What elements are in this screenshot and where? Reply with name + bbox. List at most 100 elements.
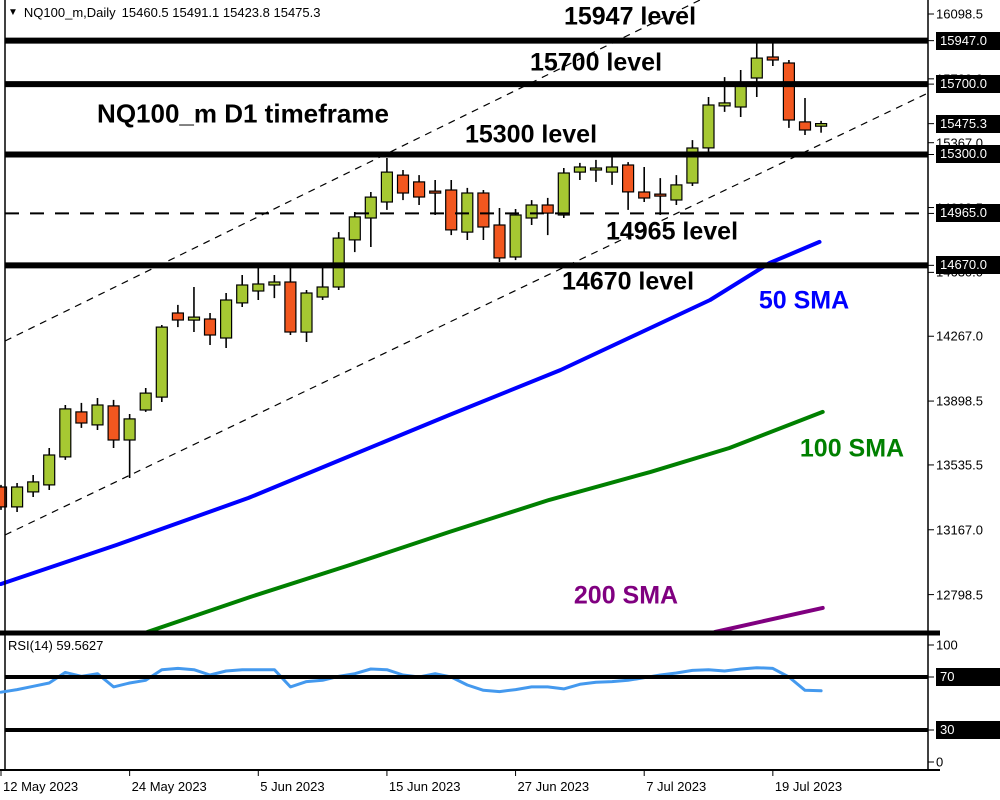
date-axis-label: 24 May 2023: [131, 779, 207, 794]
candle-body-bear: [621, 164, 635, 193]
candle: [300, 290, 313, 342]
candle-body-bear: [541, 204, 554, 214]
ohlc-readout: 15460.5 15491.1 15423.8 15475.3: [121, 5, 321, 20]
candle-body-bull: [236, 284, 249, 304]
date-axis-label: 12 May 2023: [3, 779, 79, 794]
price-level-badge: 15700.0: [936, 75, 1000, 94]
candle: [380, 158, 393, 210]
candle-body-bear: [75, 411, 88, 424]
candle: [0, 484, 8, 510]
candle: [284, 267, 297, 335]
candle-body-bear: [429, 190, 442, 194]
date-axis-label: 5 Jun 2023: [260, 779, 325, 794]
level-label: 14965 level: [605, 217, 739, 246]
candle: [509, 209, 522, 261]
candle: [27, 475, 40, 497]
candle: [493, 208, 506, 262]
candle-body-bear: [493, 224, 506, 259]
candle: [654, 178, 667, 215]
candle-body-bull: [589, 167, 603, 171]
candle-body-bull: [11, 486, 24, 508]
candle-body-bull: [525, 204, 538, 219]
price-axis-label: 12798.5: [936, 587, 983, 603]
candle-body-bear: [413, 181, 426, 198]
candle: [638, 167, 651, 202]
candle: [139, 388, 152, 412]
candle-body-bear: [638, 191, 651, 199]
candle-body-bull: [43, 454, 56, 486]
candle: [621, 162, 635, 210]
candle: [429, 180, 442, 215]
candle: [236, 275, 249, 307]
candle: [396, 170, 410, 201]
rsi-axis-label: 30: [936, 721, 1000, 739]
level-label: 15947 level: [563, 2, 697, 31]
candle: [268, 275, 281, 299]
price-axis-label: 13535.5: [936, 457, 983, 473]
candle: [220, 293, 233, 348]
candle: [766, 40, 779, 66]
candle: [702, 97, 715, 155]
price-axis-label: 16098.5: [936, 6, 983, 22]
price-level-badge: 14965.0: [936, 204, 1000, 223]
rsi-axis-label: 0: [936, 754, 944, 770]
date-axis-label: 7 Jul 2023: [646, 779, 707, 794]
candle-body-bull: [155, 326, 168, 398]
level-label: 14670 level: [561, 267, 695, 296]
candle-body-bear: [396, 174, 410, 194]
candle-body-bull: [348, 216, 361, 241]
candle-body-bull: [364, 196, 377, 219]
candle-body-bear: [445, 189, 458, 231]
candle-body-bull: [573, 166, 587, 173]
candle-body-bear: [0, 486, 8, 508]
candle-body-bear: [798, 121, 812, 131]
candle-body-bull: [718, 102, 731, 107]
candle-body-bull: [268, 281, 281, 286]
price-axis-label: 13167.0: [936, 522, 983, 538]
candle: [477, 190, 490, 240]
candle: [734, 70, 747, 117]
candle-body-bull: [187, 316, 201, 321]
sma-100-line: [145, 409, 825, 634]
candle-body-bull: [814, 122, 828, 127]
candle-body-bear: [284, 281, 297, 333]
candle-body-bear: [782, 62, 796, 121]
candle: [91, 398, 104, 430]
rsi-indicator-label: RSI(14) 59.5627: [8, 638, 104, 653]
candle: [123, 414, 136, 478]
candle: [107, 399, 120, 448]
candle-body-bull: [59, 408, 72, 458]
candle: [750, 42, 763, 97]
candle-body-bull: [123, 418, 136, 441]
candle-body-bull: [91, 404, 104, 426]
100-sma-label: 100 SMA: [799, 434, 905, 463]
candle-body-bull: [300, 292, 313, 333]
candle-body-bull: [139, 392, 152, 411]
symbol-dropdown-icon[interactable]: ▼: [8, 7, 18, 18]
candle-body-bull: [557, 172, 570, 216]
level-label: 15700 level: [529, 48, 663, 77]
chart-title: ▼ NQ100_m,Daily 15460.5 15491.1 15423.8 …: [8, 5, 320, 20]
candle: [686, 140, 699, 186]
symbol-period-label: NQ100_m,Daily: [23, 5, 116, 20]
level-label: 15300 level: [464, 120, 598, 149]
candle: [11, 483, 24, 512]
candle: [541, 197, 554, 236]
candle: [187, 287, 201, 332]
date-axis-label: 27 Jun 2023: [517, 779, 590, 794]
candle: [364, 192, 377, 247]
candle-body-bull: [27, 481, 40, 493]
current-price-badge: 15475.3: [936, 114, 1000, 133]
candle-body-bull: [686, 147, 699, 184]
candle-body-bear: [107, 405, 120, 441]
lower-channel-trendline: [4, 92, 929, 536]
candle: [203, 313, 217, 345]
candle: [782, 60, 796, 128]
price-axis-label: 14267.0: [936, 328, 983, 344]
candle-body-bull: [252, 283, 265, 292]
candle: [605, 155, 619, 185]
sma-50-line: [0, 239, 822, 586]
candle: [670, 175, 683, 205]
